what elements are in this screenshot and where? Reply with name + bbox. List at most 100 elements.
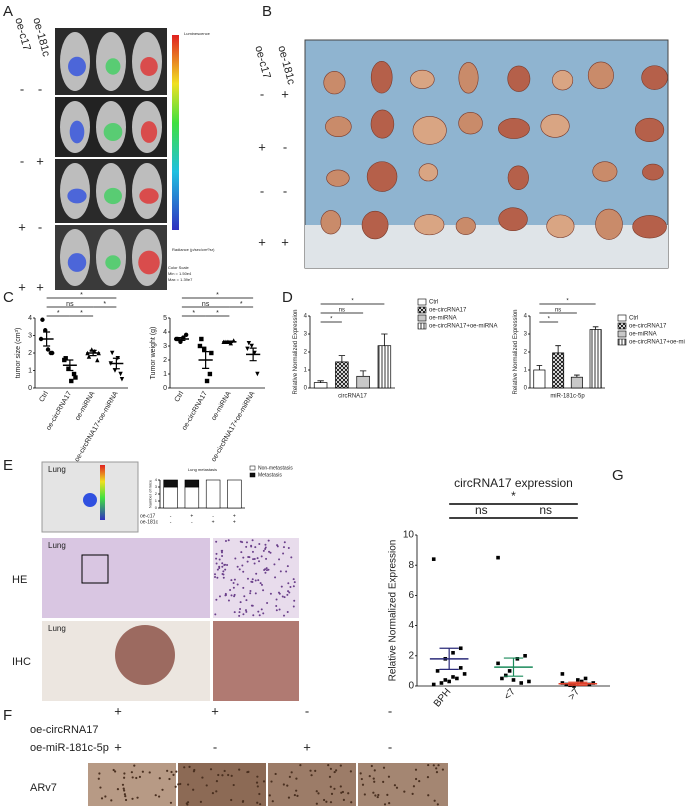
significance-label: * xyxy=(548,317,551,323)
nucleus xyxy=(242,556,245,559)
nucleus xyxy=(273,563,276,566)
sign: + xyxy=(212,519,215,525)
nucleus xyxy=(350,801,353,804)
nucleus xyxy=(427,794,430,797)
nucleus xyxy=(330,792,334,795)
color-scale xyxy=(100,465,105,520)
nucleus xyxy=(122,787,125,790)
point xyxy=(245,346,250,351)
nucleus xyxy=(314,769,317,772)
nucleus xyxy=(370,764,373,768)
nucleus xyxy=(240,551,243,554)
nucleus xyxy=(433,799,436,802)
nucleus xyxy=(265,557,268,560)
nucleus xyxy=(411,792,414,795)
nucleus xyxy=(214,576,217,579)
nucleus xyxy=(233,611,236,614)
nucleus xyxy=(220,549,223,552)
nucleus xyxy=(283,614,286,617)
nucleus xyxy=(299,764,302,767)
ihc-zoom xyxy=(213,621,299,701)
nucleus xyxy=(188,765,191,768)
sign: + xyxy=(281,86,289,101)
significance-label: * xyxy=(351,299,354,305)
point xyxy=(527,679,531,684)
point xyxy=(572,684,576,688)
sign: + xyxy=(36,279,44,294)
nucleus xyxy=(275,609,278,612)
point xyxy=(66,366,71,371)
chart-title: Lung metastasis xyxy=(188,467,217,472)
y-tick-label: 2 xyxy=(304,350,308,356)
x-axis-label: circRNA17 xyxy=(338,394,367,400)
nucleus xyxy=(251,539,254,542)
point xyxy=(503,673,508,678)
point xyxy=(560,681,565,685)
panel-label: E xyxy=(3,457,13,474)
nucleus xyxy=(386,793,389,796)
tumor xyxy=(370,109,395,139)
nucleus xyxy=(256,775,259,778)
nucleus xyxy=(395,786,399,789)
nucleus xyxy=(232,581,235,584)
nucleus xyxy=(254,592,257,595)
tumor xyxy=(320,210,342,235)
significance-label: * xyxy=(511,489,516,503)
nucleus xyxy=(136,796,139,799)
y-tick-label: 0 xyxy=(304,386,308,392)
signal xyxy=(139,188,159,204)
nucleus xyxy=(133,764,136,767)
nucleus xyxy=(285,570,288,573)
signal xyxy=(138,250,160,275)
nucleus xyxy=(245,541,248,544)
error-bar xyxy=(381,333,388,346)
nucleus xyxy=(287,582,290,585)
sign: + xyxy=(18,279,26,294)
significance-label: * xyxy=(57,310,60,317)
nucleus xyxy=(403,790,406,793)
point xyxy=(199,336,204,342)
nucleus xyxy=(278,608,281,611)
x-tick-label: oe-miRNA xyxy=(210,390,232,422)
scale-note: Color Scale xyxy=(168,265,189,270)
point xyxy=(63,356,68,361)
nucleus xyxy=(209,768,213,771)
point xyxy=(496,555,500,560)
x-tick-label: Ctrl xyxy=(38,390,50,403)
nucleus xyxy=(158,795,161,798)
nucleus xyxy=(241,541,244,544)
point xyxy=(246,341,252,346)
sign: - xyxy=(20,81,24,96)
error-bar xyxy=(338,355,346,362)
nucleus xyxy=(282,552,285,555)
point xyxy=(209,350,214,356)
nucleus xyxy=(265,569,268,572)
nucleus xyxy=(254,579,257,582)
nucleus xyxy=(226,564,229,567)
nucleus xyxy=(238,568,241,571)
nucleus xyxy=(192,788,195,791)
legend-label: oe-circRNA17 xyxy=(629,324,667,330)
nucleus xyxy=(172,773,175,776)
nucleus xyxy=(269,551,272,554)
nucleus xyxy=(292,578,295,581)
nucleus xyxy=(262,549,265,552)
nucleus xyxy=(216,576,219,579)
nucleus xyxy=(123,793,126,796)
he-image xyxy=(42,538,210,618)
legend-swatch xyxy=(417,306,427,314)
nucleus xyxy=(236,583,239,586)
nucleus xyxy=(322,798,326,802)
row-label: oe-c17 xyxy=(140,513,156,519)
tumor xyxy=(592,161,618,182)
nucleus xyxy=(232,783,235,787)
nucleus xyxy=(282,546,285,549)
point xyxy=(439,681,444,685)
sem-bar xyxy=(89,349,97,357)
legend-label: Metastasis xyxy=(258,472,282,478)
sem-bar xyxy=(503,657,524,677)
nucleus xyxy=(275,605,278,608)
nucleus xyxy=(283,596,286,599)
nucleus xyxy=(372,777,375,780)
nucleus xyxy=(250,580,253,583)
